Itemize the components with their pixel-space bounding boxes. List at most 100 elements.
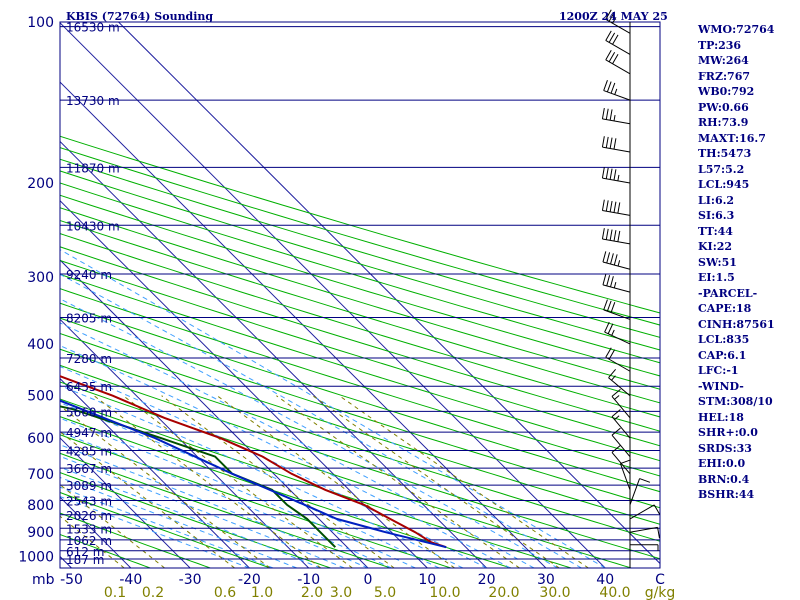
wind-barb-flag <box>611 388 621 397</box>
height-label: 11870 m <box>66 161 120 175</box>
index-item: EHI:0.0 <box>698 457 746 470</box>
height-label: 3089 m <box>66 479 112 493</box>
wind-barb-flag <box>620 459 631 465</box>
height-label: 2026 m <box>66 509 112 523</box>
wind-barb <box>611 427 631 457</box>
wind-barb-flag <box>614 395 620 400</box>
dry-adiabat-line <box>60 452 391 568</box>
wind-barb-flag <box>608 11 616 22</box>
index-item: LFC:-1 <box>698 364 739 377</box>
pressure-tick-label: 600 <box>27 431 54 447</box>
index-item: TT:44 <box>698 224 733 238</box>
wind-barb <box>629 478 651 506</box>
dry-adiabat-line <box>60 288 660 477</box>
wind-barb-staff <box>603 309 631 320</box>
dry-adiabat-line <box>60 259 660 447</box>
height-label: 4285 m <box>66 444 112 458</box>
index-item: SI:6.3 <box>698 209 735 222</box>
wind-barbs <box>601 9 661 568</box>
index-item: PW:0.66 <box>698 100 749 114</box>
pressure-unit-label: mb <box>32 572 55 588</box>
index-item: LCL:945 <box>698 178 750 191</box>
mixing-ratio-tick-label: 0.1 <box>104 585 126 600</box>
height-label: 16530 m <box>66 21 120 35</box>
dry-adiabat-line <box>60 364 660 560</box>
wind-barb-flag <box>601 167 605 179</box>
chart-grid <box>59 21 661 569</box>
height-label: 2543 m <box>66 494 112 508</box>
wind-barb <box>602 251 631 270</box>
index-item: CINH:87561 <box>698 317 775 331</box>
wind-barb-staff <box>602 146 631 153</box>
wind-barb-flag <box>605 347 612 358</box>
wind-barb-staff <box>602 284 631 293</box>
wind-barb <box>601 136 631 153</box>
wind-barb-flag <box>606 300 612 312</box>
moist-adiabat-line <box>60 417 416 568</box>
wind-barb <box>605 347 631 372</box>
index-item: SHR+:0.0 <box>698 426 758 439</box>
wind-barb-flag <box>606 252 611 264</box>
index-item: EI:1.5 <box>698 271 735 284</box>
wind-barb-flag <box>609 168 613 180</box>
dry-adiabat-line <box>60 472 331 568</box>
wind-barb-staff <box>605 40 631 55</box>
wind-barb-flag <box>605 228 609 240</box>
wind-barb-flag <box>611 409 621 417</box>
wind-barb-flag <box>613 281 617 289</box>
isotherm-line <box>60 81 547 568</box>
wind-barb-flag <box>611 329 615 336</box>
mixing-ratio-tick-label: 20.0 <box>488 585 519 600</box>
wind-barb-staff <box>608 377 631 397</box>
index-item: MAXT:16.7 <box>698 131 766 145</box>
wind-barb-flag <box>614 88 618 95</box>
wind-barb-flag <box>605 200 609 212</box>
wind-barb <box>630 544 659 551</box>
mixing-ratio-line <box>276 395 520 568</box>
index-item: -WIND- <box>698 379 744 393</box>
station-title: KBIS (72764) Sounding <box>66 10 213 23</box>
dry-adiabat-line <box>60 302 660 493</box>
pressure-tick-label: 100 <box>27 15 54 31</box>
wind-barb-flag <box>605 30 612 41</box>
index-item: L57:5.2 <box>698 162 745 176</box>
dry-adiabat-line <box>60 491 271 568</box>
wind-barb <box>605 9 631 34</box>
wind-barb <box>601 167 631 184</box>
wind-barb-flag <box>602 251 607 263</box>
wind-barb-flag <box>609 109 613 121</box>
wind-barb <box>601 228 631 245</box>
dry-adiabat-line <box>60 158 660 338</box>
wind-barb-flag <box>613 230 617 242</box>
wind-barb-flag <box>606 81 612 93</box>
dry-adiabat-line <box>60 317 660 509</box>
dry-adiabat-line <box>60 219 660 404</box>
temperature-tick-label: -40 <box>119 572 142 588</box>
temperature-tick-label: -50 <box>60 572 83 588</box>
wind-barb-flag <box>605 50 612 61</box>
wind-barb-staff <box>619 463 631 491</box>
dry-adiabat-line <box>60 194 660 377</box>
height-label: 1062 m <box>66 534 112 548</box>
height-label: 5660 m <box>66 405 112 419</box>
dry-adiabat-line <box>60 434 452 568</box>
index-item: LCL:835 <box>698 333 750 346</box>
moist-adiabat-line <box>60 249 606 568</box>
wind-barb-flag <box>603 299 608 311</box>
mixing-ratio-tick-label: 3.0 <box>330 585 352 600</box>
mixing-ratio-line <box>93 395 322 568</box>
wind-barb-flag <box>605 136 609 148</box>
moist-adiabat-line <box>60 476 297 568</box>
wind-barb <box>605 30 631 55</box>
wind-barb-staff <box>629 478 641 506</box>
isotherm-line <box>60 199 428 568</box>
height-label: 7280 m <box>66 352 112 366</box>
index-item: MW:264 <box>698 54 749 67</box>
wind-barb-flag <box>613 254 618 266</box>
wind-barb-staff <box>605 18 631 34</box>
dry-adiabat-line <box>60 246 660 432</box>
wind-barb-staff <box>611 396 631 419</box>
mixing-ratio-tick-label: 30.0 <box>539 585 570 600</box>
index-item: -PARCEL- <box>698 286 758 300</box>
